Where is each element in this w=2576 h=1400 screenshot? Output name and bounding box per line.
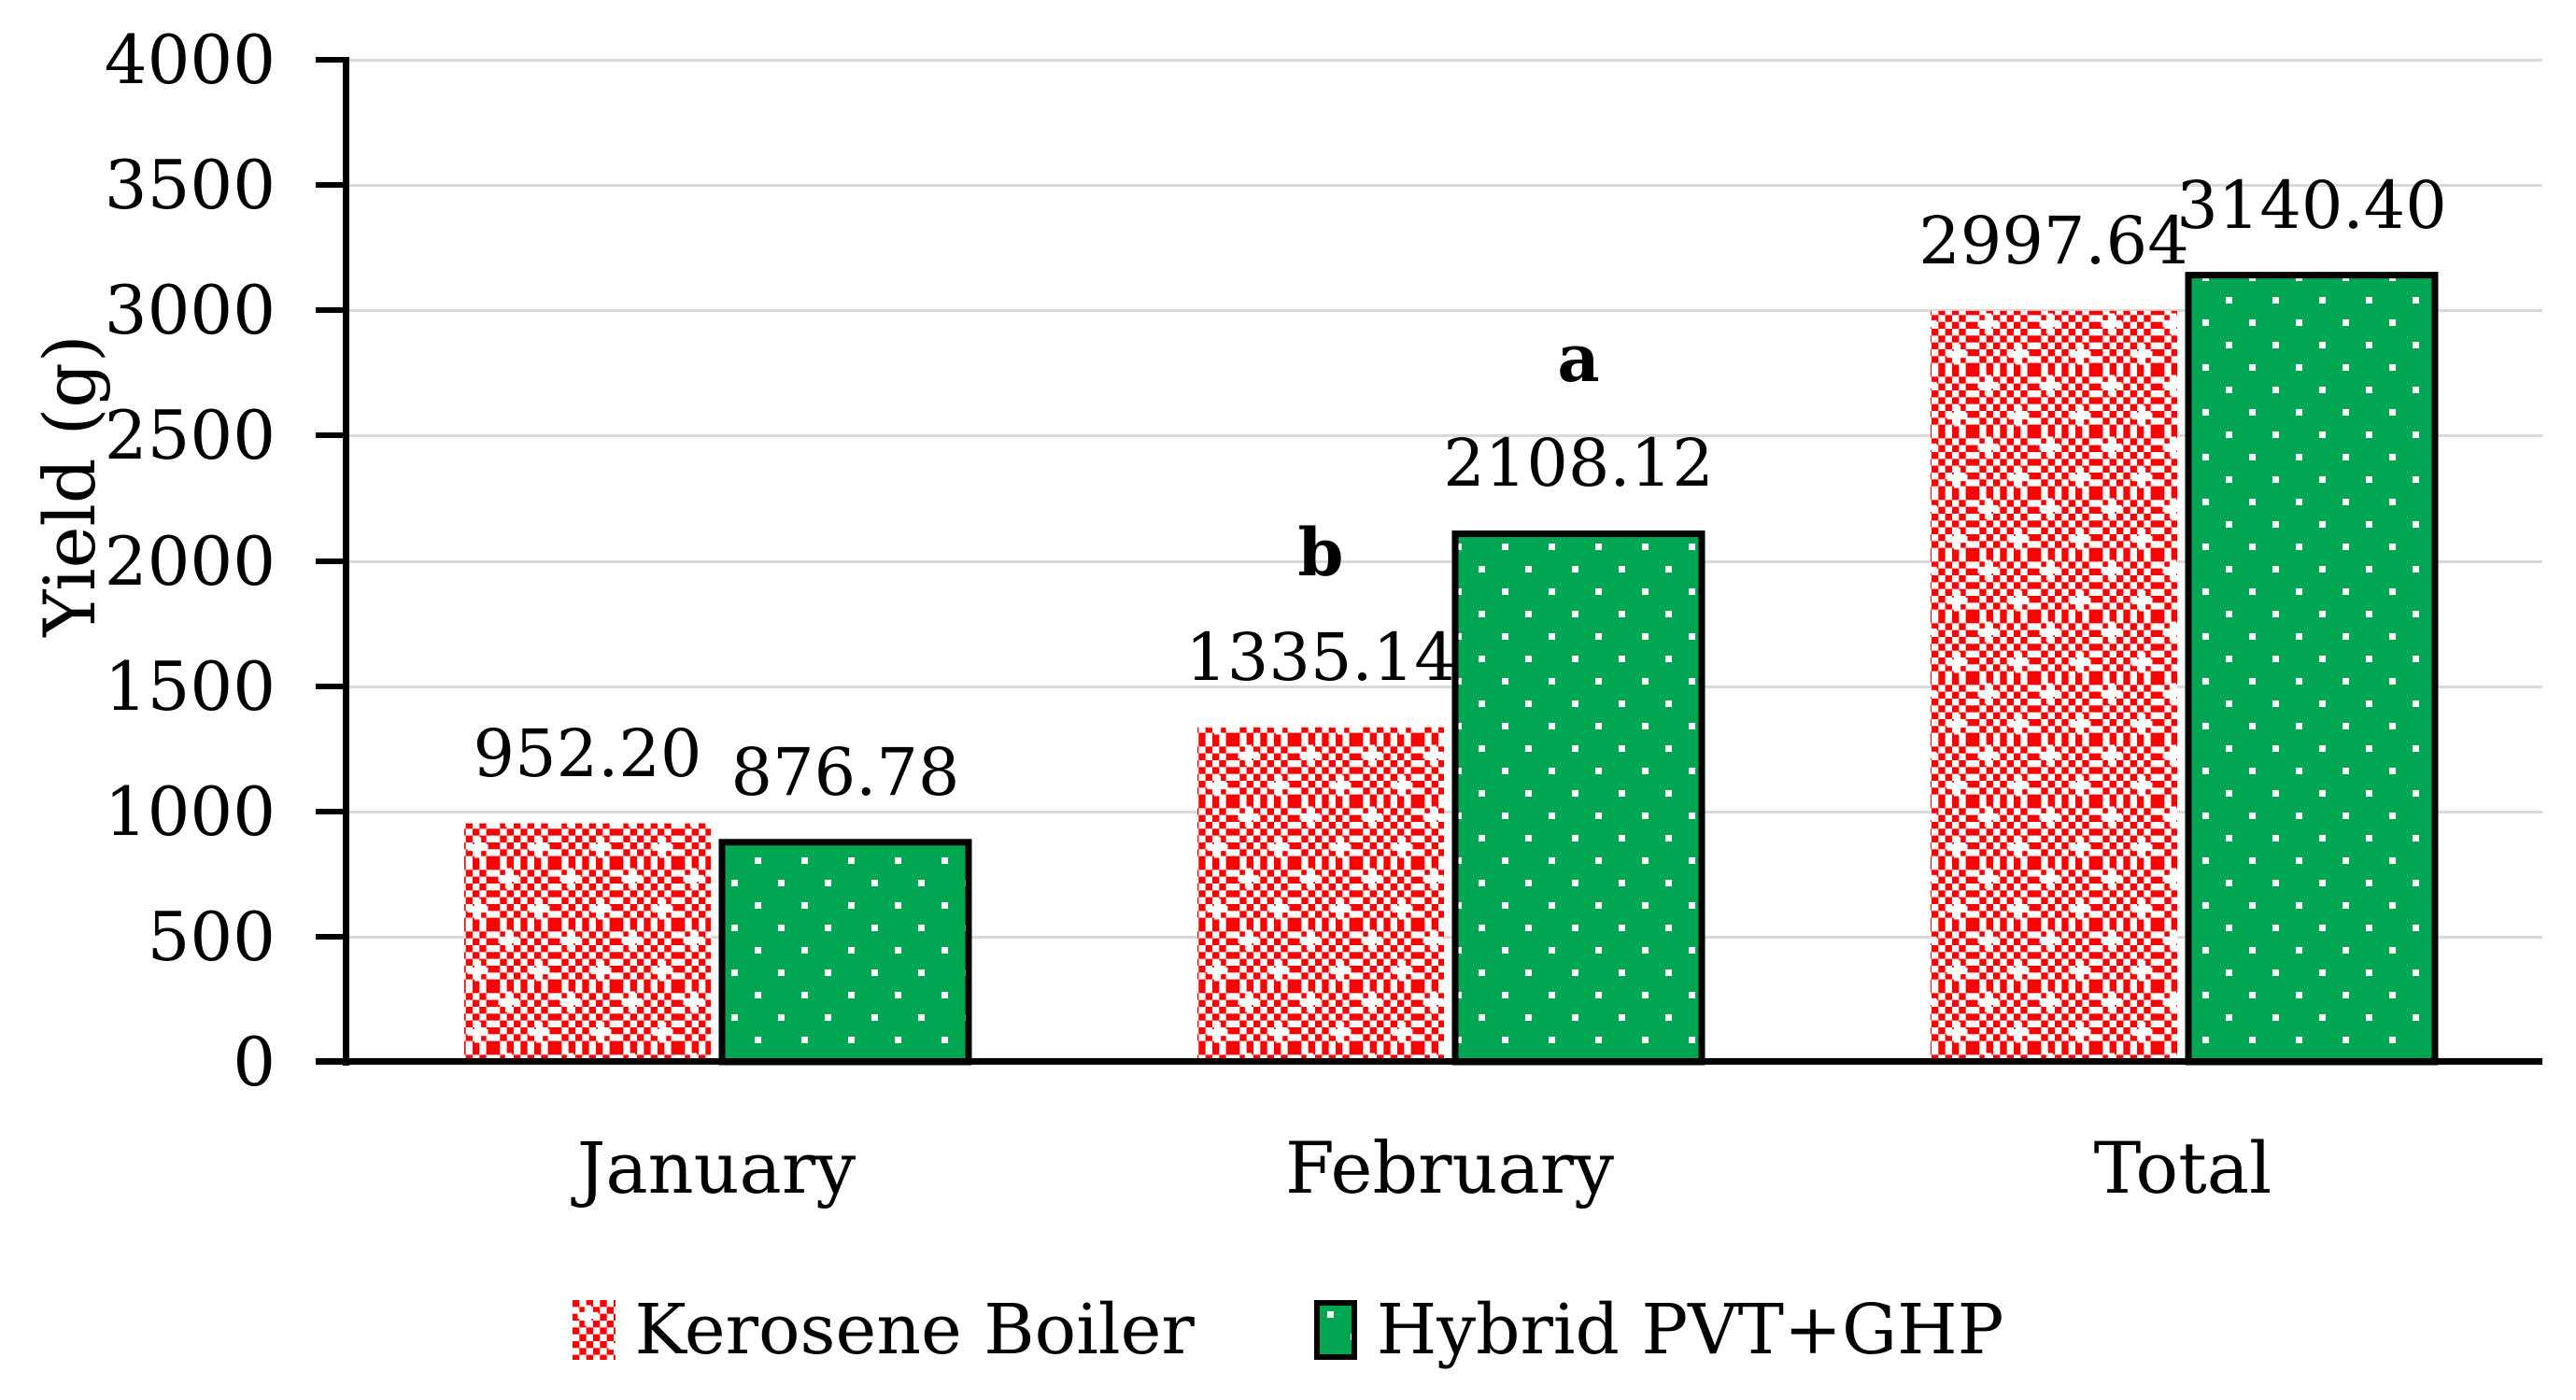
data-label-hybrid-pvt-ghp-january: 876.78 [730,733,960,811]
bar-kerosene-boiler-february [1197,727,1444,1062]
data-label-kerosene-boiler-february: 1335.14 [1185,618,1456,696]
y-gridline [349,59,2542,62]
y-tick-mark [316,432,344,439]
y-gridline [349,559,2542,563]
x-category-label-total: Total [2093,1126,2272,1209]
red-checker-swatch-icon [572,1300,616,1360]
data-label-hybrid-pvt-ghp-total: 3140.40 [2176,166,2447,244]
bar-hybrid-pvt-ghp-january [718,839,972,1066]
significance-letter-b: b [1297,513,1344,591]
x-category-label-february: February [1284,1126,1615,1209]
y-tick-label: 1500 [104,646,276,726]
y-tick-mark [316,558,344,564]
legend-item-hybrid-pvt-ghp: Hybrid PVT+GHP [1313,1290,2004,1370]
legend-item-kerosene-boiler: Kerosene Boiler [572,1290,1195,1370]
x-axis-line [316,1058,2542,1065]
y-gridline [349,935,2542,939]
legend-swatch-red-checker [572,1300,616,1360]
significance-letter-a: a [1557,319,1600,398]
y-tick-mark [316,307,344,314]
y-tick-mark [316,57,344,63]
y-tick-label: 2000 [104,521,276,601]
legend: Kerosene Boiler Hybrid PVT+GHP [0,1293,2576,1367]
y-tick-label: 3500 [104,146,276,225]
y-tick-mark [316,683,344,689]
bar-kerosene-boiler-total [1931,310,2177,1062]
data-label-hybrid-pvt-ghp-february: 2108.12 [1443,425,1714,502]
y-axis-line [343,57,349,1066]
y-tick-label: 500 [147,897,276,976]
x-category-label-january: January [576,1126,856,1209]
bar-hybrid-pvt-ghp-total [2185,272,2439,1066]
legend-swatch-green-dots [1313,1300,1357,1360]
y-gridline [349,434,2542,438]
y-tick-mark [316,808,344,814]
y-tick-mark [316,933,344,940]
y-tick-label: 1000 [104,771,276,851]
y-tick-label: 2500 [104,396,276,475]
y-tick-label: 0 [233,1023,276,1101]
data-label-kerosene-boiler-total: 2997.64 [1918,202,2189,279]
y-gridline [349,685,2542,688]
legend-label-hybrid-pvt-ghp: Hybrid PVT+GHP [1376,1290,2004,1370]
y-gridline [349,184,2542,188]
legend-label-kerosene-boiler: Kerosene Boiler [634,1290,1195,1370]
green-dots-swatch-icon [1319,1306,1352,1354]
data-label-kerosene-boiler-january: 952.20 [473,714,702,792]
y-tick-mark [316,182,344,189]
y-gridline [349,309,2542,313]
y-gridline [349,810,2542,813]
y-tick-label: 4000 [104,21,276,99]
bar-hybrid-pvt-ghp-february [1451,530,1706,1066]
bar-kerosene-boiler-january [464,823,711,1062]
y-tick-label: 3000 [104,271,276,350]
